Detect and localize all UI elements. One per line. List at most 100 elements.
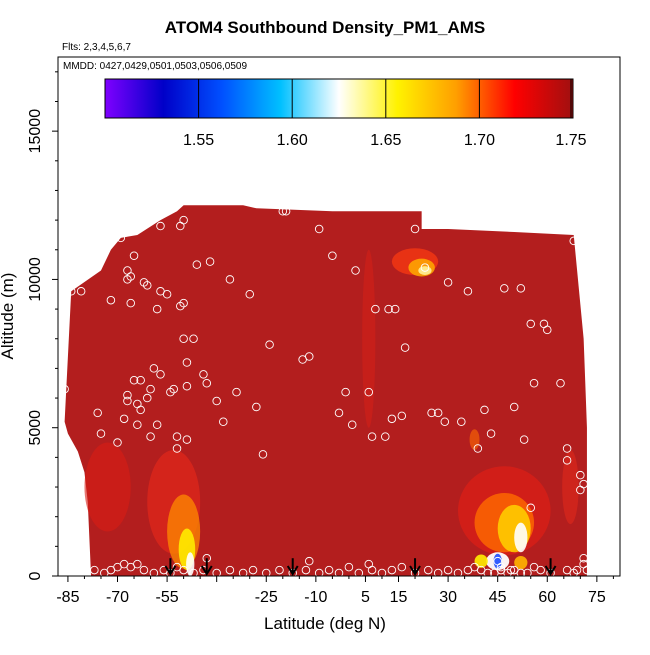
observation-point bbox=[523, 568, 532, 576]
observation-point bbox=[397, 411, 407, 421]
x-tick-label: 15 bbox=[390, 589, 408, 606]
observation-point bbox=[562, 565, 572, 575]
observation-point bbox=[433, 408, 443, 418]
observation-point bbox=[179, 298, 188, 308]
y-tick-label: 15000 bbox=[27, 109, 44, 154]
observation-point bbox=[463, 565, 473, 575]
observation-point bbox=[169, 384, 178, 394]
observation-point bbox=[381, 432, 390, 441]
observation-point bbox=[136, 405, 145, 415]
observation-point bbox=[576, 470, 585, 480]
x-tick-label: -55 bbox=[156, 589, 179, 606]
arrow-head bbox=[164, 565, 177, 576]
observation-point bbox=[225, 565, 235, 575]
observation-point bbox=[100, 568, 109, 576]
observation-point bbox=[500, 284, 509, 293]
x-tick-label: 5 bbox=[361, 589, 370, 606]
field-anomaly-18 bbox=[562, 449, 579, 525]
arrow-head bbox=[200, 565, 213, 576]
observation-point bbox=[60, 384, 69, 394]
observation-point bbox=[384, 304, 393, 314]
observation-point bbox=[314, 568, 324, 576]
observation-point bbox=[143, 393, 152, 403]
observation-point bbox=[569, 236, 578, 246]
observation-point bbox=[96, 429, 106, 438]
observation-point bbox=[424, 565, 433, 575]
observation-point bbox=[387, 414, 397, 424]
arrow-head bbox=[409, 565, 421, 576]
observation-point bbox=[162, 290, 172, 299]
observation-point bbox=[364, 559, 374, 569]
flights-subtitle: Flts: 2,3,4,5,6,7 bbox=[62, 42, 131, 53]
observation-point bbox=[354, 568, 364, 576]
observation-point bbox=[473, 444, 483, 453]
observation-point bbox=[262, 568, 271, 576]
observation-point bbox=[205, 257, 215, 266]
observation-point bbox=[182, 358, 192, 367]
observation-point bbox=[341, 387, 350, 397]
observation-point bbox=[143, 281, 152, 290]
observation-point bbox=[172, 562, 182, 572]
observation-point bbox=[304, 352, 314, 361]
observation-point bbox=[149, 568, 159, 576]
observation-point bbox=[156, 370, 165, 379]
observation-point bbox=[457, 417, 466, 427]
observation-point bbox=[344, 562, 354, 572]
dates-subtitle: MMDD: 0427,0429,0501,0503,0506,0509 bbox=[63, 61, 248, 72]
field-anomaly-15 bbox=[418, 266, 432, 275]
observation-point bbox=[219, 417, 228, 427]
observation-point bbox=[123, 390, 132, 400]
field-anomaly-0 bbox=[84, 442, 131, 532]
observation-point bbox=[328, 251, 337, 260]
x-tick-label: -25 bbox=[255, 589, 278, 606]
observation-point bbox=[225, 275, 235, 284]
colorbar-tick-label: 1.55 bbox=[183, 132, 214, 149]
observation-point bbox=[90, 565, 99, 575]
observation-point bbox=[377, 568, 387, 576]
observation-point bbox=[119, 414, 129, 424]
observation-point bbox=[136, 376, 145, 385]
observation-point bbox=[189, 334, 198, 343]
observation-point bbox=[275, 565, 284, 575]
observation-point bbox=[347, 420, 357, 429]
observation-point bbox=[387, 565, 397, 575]
observation-point bbox=[189, 568, 198, 576]
observation-point bbox=[334, 408, 344, 418]
observation-point bbox=[490, 568, 499, 576]
observation-point bbox=[443, 565, 453, 575]
observation-point bbox=[146, 432, 155, 441]
observation-point bbox=[324, 565, 334, 575]
observation-point bbox=[265, 340, 274, 349]
x-tick-label: 60 bbox=[538, 589, 556, 606]
field-anomaly-8 bbox=[514, 522, 528, 553]
observation-point bbox=[199, 370, 208, 379]
y-axis-label: Altitude (m) bbox=[0, 272, 17, 360]
observation-point bbox=[212, 568, 221, 576]
observation-point bbox=[562, 456, 572, 465]
y-tick-label: 0 bbox=[27, 571, 44, 580]
observation-point bbox=[410, 224, 420, 234]
observation-point bbox=[427, 408, 436, 418]
observation-point bbox=[400, 343, 410, 352]
observation-point bbox=[334, 568, 344, 576]
x-tick-label: -85 bbox=[56, 589, 79, 606]
observation-point bbox=[129, 251, 139, 260]
observation-point bbox=[182, 381, 192, 391]
observation-point bbox=[152, 420, 162, 429]
observation-point bbox=[212, 396, 221, 406]
colorbar-bar bbox=[104, 78, 574, 119]
observation-point bbox=[179, 334, 188, 343]
observation-point bbox=[281, 206, 291, 216]
observation-point bbox=[126, 298, 135, 308]
observation-point bbox=[232, 387, 241, 397]
observation-point bbox=[172, 432, 182, 441]
y-tick-label: 10000 bbox=[27, 257, 44, 302]
observation-point bbox=[543, 325, 552, 335]
observation-point bbox=[106, 295, 116, 305]
observation-point bbox=[364, 387, 374, 397]
observation-point bbox=[480, 405, 489, 415]
observation-point bbox=[113, 438, 122, 447]
observation-point bbox=[66, 287, 76, 296]
observation-point bbox=[390, 304, 400, 314]
